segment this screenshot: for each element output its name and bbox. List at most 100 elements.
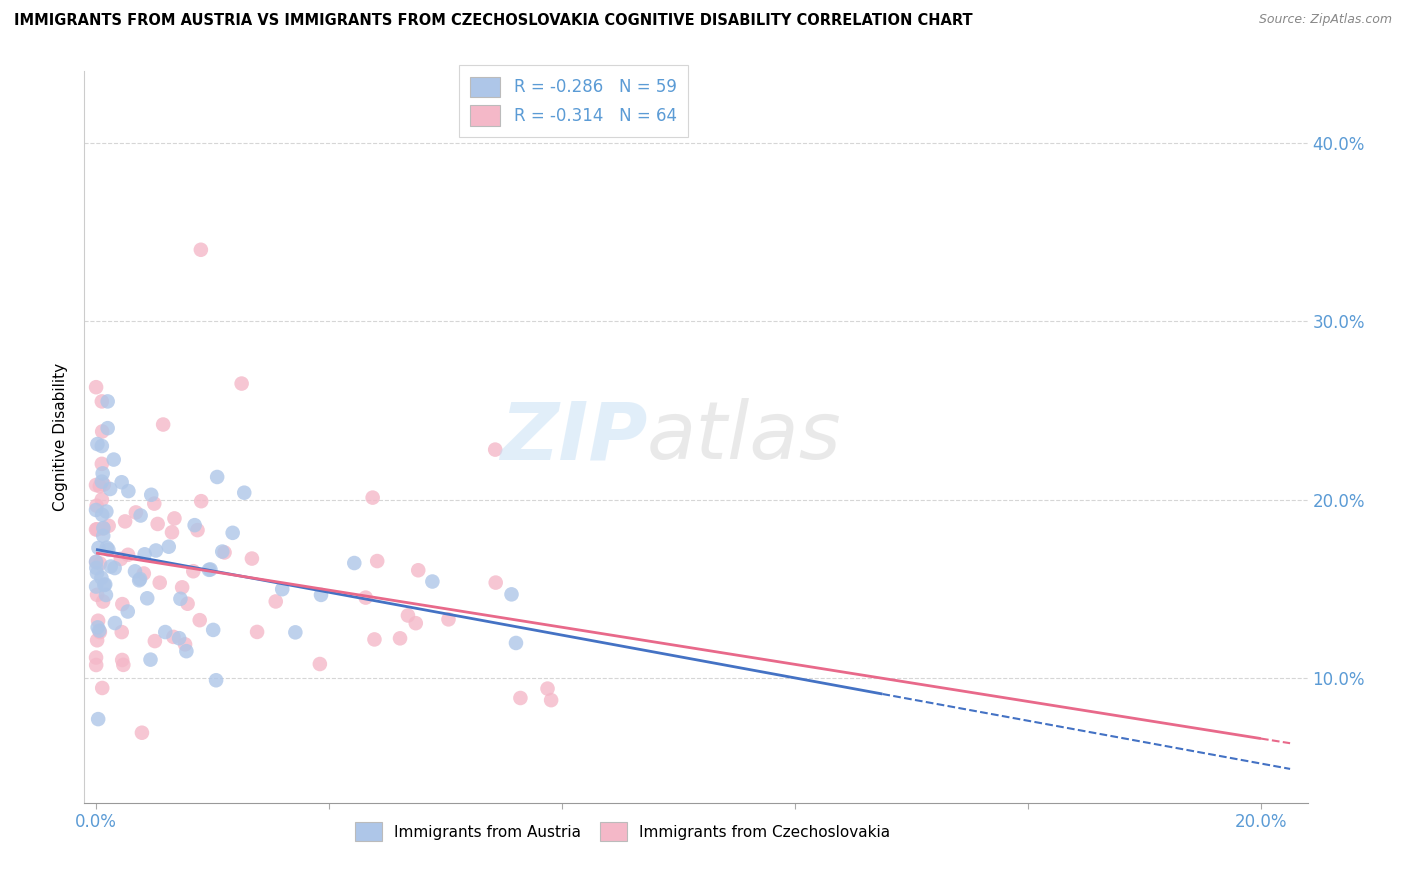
Point xyxy=(90,492,112,507)
Point xyxy=(129,572,152,586)
Point xyxy=(172,580,194,594)
Point xyxy=(389,632,412,646)
Point xyxy=(437,612,460,626)
Point xyxy=(396,608,419,623)
Point xyxy=(104,615,127,630)
Point xyxy=(152,417,174,432)
Point xyxy=(111,653,134,667)
Point xyxy=(221,525,243,540)
Point xyxy=(143,634,166,648)
Point xyxy=(129,508,152,523)
Point xyxy=(111,625,134,640)
Point xyxy=(86,522,108,536)
Point xyxy=(284,625,307,640)
Point xyxy=(183,518,205,533)
Point xyxy=(90,394,112,409)
Point xyxy=(86,499,108,513)
Point xyxy=(202,623,225,637)
Text: atlas: atlas xyxy=(647,398,842,476)
Point xyxy=(117,484,139,499)
Point xyxy=(160,525,183,540)
Point xyxy=(162,630,184,644)
Point xyxy=(190,243,212,257)
Point xyxy=(84,650,107,665)
Point xyxy=(90,475,112,489)
Point xyxy=(136,591,159,606)
Point xyxy=(89,625,111,640)
Point xyxy=(86,437,108,451)
Point xyxy=(96,504,118,518)
Point xyxy=(117,605,139,619)
Point xyxy=(176,597,198,611)
Point xyxy=(90,571,112,585)
Point xyxy=(214,545,236,559)
Point xyxy=(484,442,506,457)
Point xyxy=(125,505,148,519)
Point xyxy=(86,588,108,602)
Point xyxy=(84,555,107,569)
Point xyxy=(174,637,197,651)
Point xyxy=(91,467,114,481)
Point xyxy=(110,552,132,566)
Point xyxy=(84,380,107,394)
Point xyxy=(271,582,294,597)
Point xyxy=(211,544,233,558)
Point xyxy=(84,478,107,492)
Point xyxy=(103,452,125,467)
Point xyxy=(91,594,114,608)
Point xyxy=(155,625,177,640)
Point xyxy=(86,620,108,634)
Point xyxy=(145,543,167,558)
Point xyxy=(157,540,180,554)
Point xyxy=(167,631,190,645)
Point xyxy=(501,587,523,601)
Point xyxy=(89,624,111,638)
Point xyxy=(90,439,112,453)
Point xyxy=(97,518,120,533)
Point xyxy=(98,482,121,496)
Point xyxy=(143,497,166,511)
Point xyxy=(200,562,222,576)
Point xyxy=(128,574,150,588)
Text: IMMIGRANTS FROM AUSTRIA VS IMMIGRANTS FROM CZECHOSLOVAKIA COGNITIVE DISABILITY C: IMMIGRANTS FROM AUSTRIA VS IMMIGRANTS FR… xyxy=(14,13,973,29)
Point xyxy=(485,575,508,590)
Point xyxy=(240,551,263,566)
Point xyxy=(176,644,198,658)
Point xyxy=(117,548,139,562)
Point xyxy=(87,614,110,628)
Text: ZIP: ZIP xyxy=(499,398,647,476)
Point xyxy=(97,421,120,435)
Point xyxy=(104,561,127,575)
Point xyxy=(124,564,146,578)
Point xyxy=(169,591,191,606)
Point xyxy=(96,541,118,555)
Point xyxy=(87,712,110,726)
Point xyxy=(89,557,111,571)
Point xyxy=(100,559,122,574)
Point xyxy=(361,491,384,505)
Point xyxy=(308,657,330,671)
Point xyxy=(90,457,112,471)
Point xyxy=(163,511,186,525)
Point xyxy=(132,566,155,581)
Point xyxy=(264,594,287,608)
Point xyxy=(93,578,115,592)
Point xyxy=(91,425,114,439)
Point xyxy=(131,725,153,739)
Point xyxy=(97,542,120,557)
Point xyxy=(505,636,527,650)
Point xyxy=(134,547,156,561)
Point xyxy=(309,588,332,602)
Point xyxy=(112,657,135,672)
Point xyxy=(363,632,385,647)
Point xyxy=(89,479,111,493)
Point xyxy=(86,633,108,648)
Point xyxy=(149,575,172,590)
Point xyxy=(84,555,107,569)
Y-axis label: Cognitive Disability: Cognitive Disability xyxy=(53,363,69,511)
Point xyxy=(97,394,120,409)
Point xyxy=(84,523,107,537)
Point xyxy=(91,508,114,522)
Point xyxy=(84,503,107,517)
Point xyxy=(231,376,253,391)
